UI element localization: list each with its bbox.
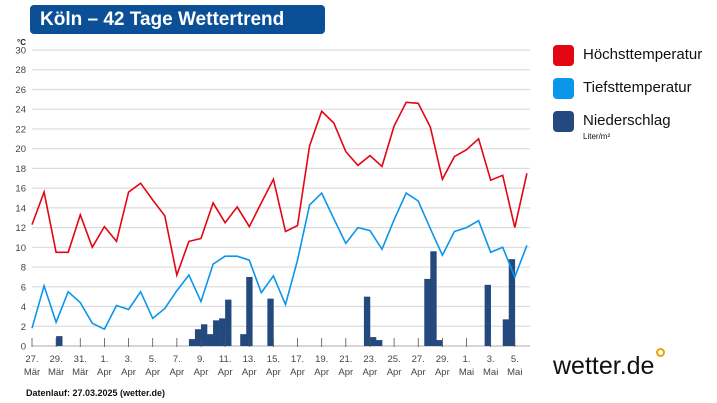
precipitation-bar <box>194 329 202 346</box>
x-tick-day: 27. <box>412 354 425 365</box>
x-tick-day: 9. <box>197 354 205 365</box>
x-tick-month: Mai <box>483 367 498 378</box>
x-tick-day: 13. <box>243 354 256 365</box>
y-axis-unit: °C <box>17 38 26 47</box>
y-tick-label: 28 <box>15 65 26 76</box>
legend-label: Niederschlag <box>583 112 671 129</box>
precipitation-bar <box>207 334 214 346</box>
legend-swatch-precipitation <box>553 111 574 132</box>
grid-lines <box>32 49 530 347</box>
y-tick-label: 22 <box>15 124 26 135</box>
x-tick-month: Apr <box>169 367 184 378</box>
precipitation-bar <box>200 324 208 346</box>
legend-swatch-low <box>553 78 574 99</box>
temperature-lines <box>31 101 528 331</box>
x-tick-month: Mai <box>507 367 522 378</box>
x-tick-day: 3. <box>125 354 133 365</box>
x-tick-day: 31. <box>74 354 87 365</box>
legend-swatch-high <box>553 45 574 66</box>
y-tick-label: 14 <box>15 203 26 214</box>
precipitation-bar <box>213 320 220 346</box>
x-tick-month: Mär <box>72 367 88 378</box>
y-tick-label: 2 <box>21 322 26 333</box>
y-tick-label: 8 <box>21 263 26 274</box>
high-temperature-line <box>31 101 528 278</box>
x-tick-day: 5. <box>149 354 157 365</box>
precipitation-bar <box>424 278 431 346</box>
x-tick-month: Mai <box>459 367 474 378</box>
precipitation-bar <box>56 336 63 346</box>
precipitation-bar <box>188 339 196 346</box>
legend-label: Tiefsttemperatur <box>583 79 692 96</box>
y-tick-label: 10 <box>15 243 26 254</box>
wetter-de-logo: wetter.de <box>553 352 655 380</box>
precipitation-bar <box>219 318 226 346</box>
x-tick-day: 29. <box>436 354 449 365</box>
y-tick-label: 12 <box>15 223 26 234</box>
x-tick-month: Apr <box>411 367 426 378</box>
precipitation-bar <box>375 340 383 346</box>
page-title: Köln – 42 Tage Wettertrend <box>30 5 325 34</box>
x-tick-month: Mär <box>24 367 40 378</box>
y-tick-label: 4 <box>21 302 26 313</box>
x-tick-day: 19. <box>315 354 328 365</box>
precipitation-bar <box>363 296 371 346</box>
precipitation-bar <box>225 299 232 346</box>
x-tick-month: Apr <box>145 367 160 378</box>
x-tick-month: Apr <box>97 367 112 378</box>
x-tick-day: 23. <box>363 354 376 365</box>
x-tick-month: Mär <box>48 367 64 378</box>
legend-label: Höchsttemperatur <box>583 46 703 63</box>
x-axis-ticks: 27. Mär 29. Mär 31. Mär 1. Apr 3. Apr 5. Apr 7. Apr 9.… <box>24 338 522 378</box>
x-tick-month: Apr <box>338 367 353 378</box>
precipitation-bar <box>436 340 443 346</box>
x-tick-day: 3. <box>487 354 495 365</box>
x-tick-day: 1. <box>100 354 108 365</box>
x-tick-day: 29. <box>50 354 63 365</box>
x-tick-day: 27. <box>25 354 38 365</box>
precipitation-bar <box>369 337 377 346</box>
x-tick-month: Apr <box>314 367 329 378</box>
y-tick-label: 30 <box>15 46 26 57</box>
precipitation-bar <box>246 276 253 346</box>
y-tick-label: 24 <box>15 105 26 116</box>
x-tick-month: Apr <box>242 367 257 378</box>
x-tick-day: 25. <box>387 354 400 365</box>
precipitation-bar <box>502 319 510 346</box>
y-tick-label: 0 <box>21 342 26 353</box>
x-tick-month: Apr <box>218 367 233 378</box>
data-run-footer: Datenlauf: 27.03.2025 (wetter.de) <box>26 388 166 398</box>
precipitation-bar <box>484 284 491 346</box>
x-tick-day: 11. <box>219 354 232 365</box>
x-tick-month: Apr <box>387 367 402 378</box>
x-tick-month: Apr <box>363 367 378 378</box>
x-tick-month: Apr <box>121 367 136 378</box>
precipitation-bar <box>240 334 247 346</box>
x-tick-month: Apr <box>266 367 281 378</box>
low-temperature-line <box>31 191 528 331</box>
y-tick-label: 16 <box>15 184 26 195</box>
y-tick-label: 6 <box>21 282 26 293</box>
y-tick-label: 20 <box>15 144 26 155</box>
x-tick-month: Apr <box>194 367 209 378</box>
x-tick-day: 15. <box>267 354 280 365</box>
precipitation-bar <box>508 259 516 346</box>
legend-unit: Liter/m² <box>583 132 611 141</box>
precipitation-bars <box>56 251 516 346</box>
x-tick-day: 5. <box>511 354 519 365</box>
x-tick-day: 7. <box>173 354 181 365</box>
y-tick-label: 18 <box>15 164 26 175</box>
precipitation-bar <box>430 251 437 346</box>
x-tick-day: 17. <box>291 354 304 365</box>
x-tick-day: 21. <box>339 354 352 365</box>
y-tick-label: 26 <box>15 85 26 96</box>
logo-dot-icon <box>656 348 665 357</box>
precipitation-bar <box>267 298 274 346</box>
x-tick-month: Apr <box>290 367 305 378</box>
x-tick-day: 1. <box>463 354 471 365</box>
x-tick-month: Apr <box>435 367 450 378</box>
